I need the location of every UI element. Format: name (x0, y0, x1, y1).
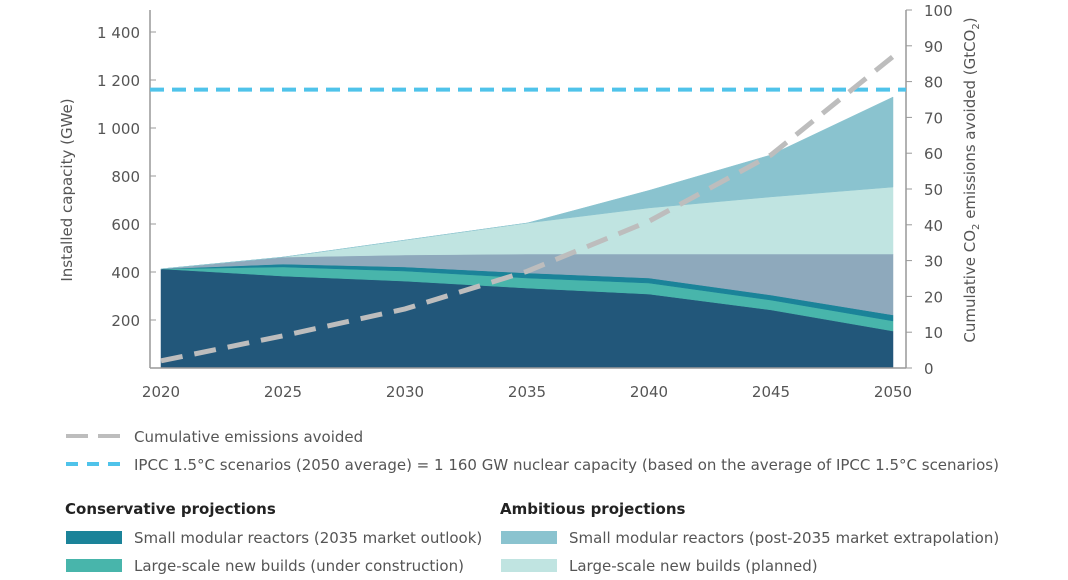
y2-tick-label: 90 (924, 38, 943, 56)
y2-title-part: ) (961, 17, 979, 23)
y2-title-part: Cumulative CO (961, 230, 979, 343)
x-tick-label: 2035 (508, 383, 546, 401)
legend-ambitious-title: Ambitious projections (500, 500, 686, 518)
y-tick-label: 600 (111, 216, 140, 234)
emissions-avoided-line (160, 54, 895, 364)
x-tick-label: 2025 (264, 383, 302, 401)
legend-swatch (501, 531, 557, 544)
x-tick-label: 2050 (874, 383, 912, 401)
legend-item-label: Large-scale new builds (under constructi… (134, 557, 464, 575)
y2-tick-label: 70 (924, 109, 943, 127)
y2-tick-label: 30 (924, 253, 943, 271)
y-tick-label: 200 (111, 312, 140, 330)
legend-item-label: Large-scale new builds (planned) (569, 557, 818, 575)
y2-axis-title: Cumulative CO2 emissions avoided (GtCO2) (961, 17, 982, 342)
x-tick-label: 2020 (142, 383, 180, 401)
y-axis-title: Installed capacity (GWe) (58, 98, 76, 281)
x-tick-label: 2045 (752, 383, 790, 401)
y2-title-part: emissions avoided (GtCO (961, 30, 979, 224)
x-tick-label: 2030 (386, 383, 424, 401)
y2-tick-label: 80 (924, 74, 943, 92)
legend-swatch (501, 559, 557, 572)
y2-tick-label: 60 (924, 145, 943, 163)
legend-swatch (66, 559, 122, 572)
y2-tick-label: 50 (924, 181, 943, 199)
y-tick-label: 800 (111, 168, 140, 186)
y2-tick-label: 20 (924, 288, 943, 306)
legend-item-label: Small modular reactors (post-2035 market… (569, 529, 999, 547)
y2-tick-label: 40 (924, 217, 943, 235)
y-tick-label: 1 200 (97, 72, 140, 90)
y-tick-label: 1 000 (97, 120, 140, 138)
legend-conservative-title: Conservative projections (65, 500, 276, 518)
legend-item-label: Small modular reactors (2035 market outl… (134, 529, 482, 547)
y2-tick-label: 10 (924, 324, 943, 342)
y2-tick-label: 0 (924, 360, 934, 378)
x-tick-label: 2040 (630, 383, 668, 401)
area-series-5 (160, 96, 894, 270)
y-tick-label: 400 (111, 264, 140, 282)
legend-swatch (66, 531, 122, 544)
legend-ipcc-label: IPCC 1.5°C scenarios (2050 average) = 1 … (134, 456, 999, 474)
y2-title-part: 2 (971, 224, 982, 230)
y-tick-label: 1 400 (97, 24, 140, 42)
legend-emissions-label: Cumulative emissions avoided (134, 428, 363, 446)
y2-title-part: 2 (971, 23, 982, 29)
y2-tick-label: 100 (924, 2, 953, 20)
